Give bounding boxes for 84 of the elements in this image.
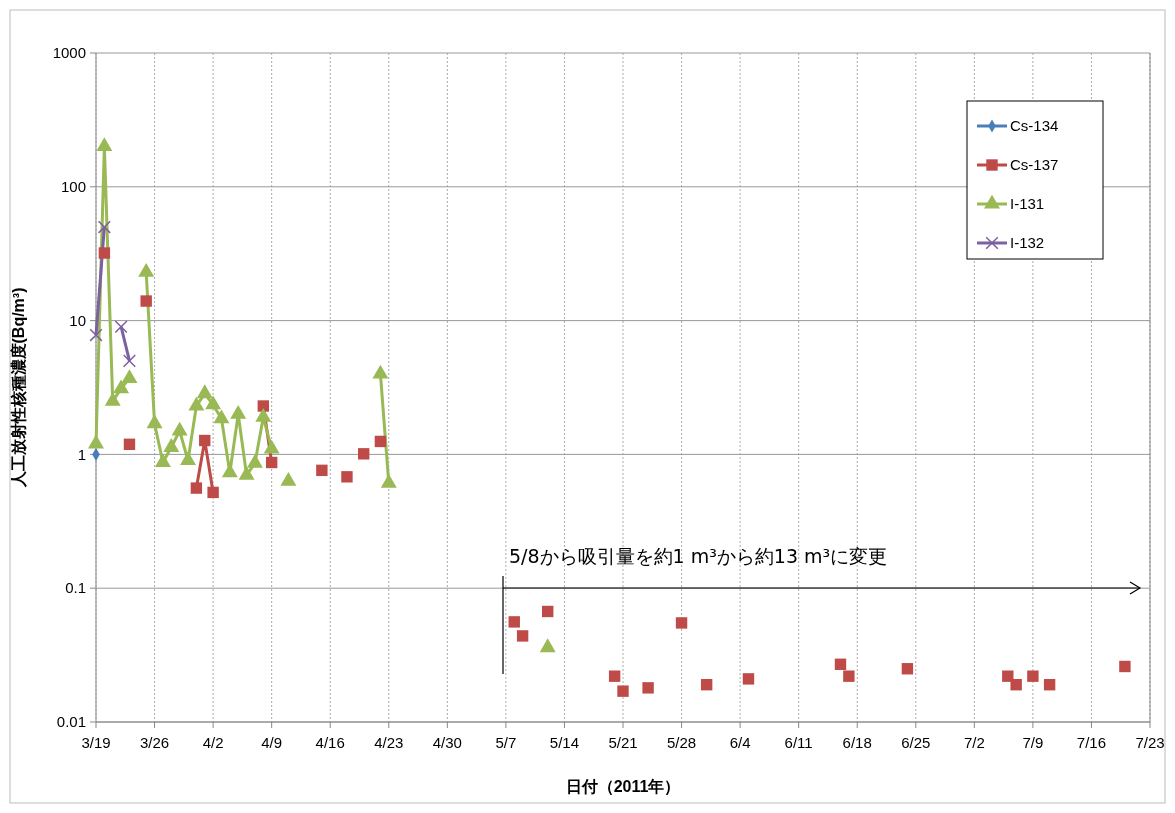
point — [207, 486, 219, 499]
point — [196, 384, 213, 399]
point — [642, 682, 654, 694]
point — [188, 396, 205, 411]
point — [1043, 679, 1056, 691]
legend-label: I-131 — [1010, 195, 1045, 213]
point — [341, 471, 353, 483]
x-tick-label: 7/16 — [1076, 734, 1107, 751]
x-tick-label: 4/2 — [202, 734, 224, 751]
point — [88, 434, 104, 449]
point — [89, 328, 103, 342]
x-tick-label: 5/14 — [549, 734, 580, 751]
x-tick-label: 4/30 — [432, 734, 462, 751]
point — [617, 685, 629, 697]
point — [123, 438, 136, 450]
point — [280, 472, 297, 486]
point — [357, 448, 370, 460]
point — [316, 464, 328, 477]
point — [608, 670, 621, 682]
point — [171, 421, 188, 436]
point — [834, 658, 847, 670]
point — [121, 369, 138, 383]
point — [508, 616, 520, 628]
legend-label: Cs-134 — [1010, 117, 1059, 135]
x-tick-label: 6/18 — [842, 734, 872, 751]
x-tick-label: 3/19 — [81, 734, 111, 751]
point — [257, 400, 269, 412]
point — [1027, 670, 1039, 682]
point — [246, 453, 263, 468]
point — [542, 605, 554, 618]
point — [122, 354, 137, 368]
point — [374, 435, 387, 448]
x-tick-label: 4/9 — [261, 734, 283, 751]
point — [180, 451, 196, 466]
point — [199, 434, 211, 447]
point — [263, 439, 280, 454]
x-tick-label: 4/16 — [315, 734, 345, 751]
point — [205, 395, 222, 410]
point — [675, 617, 688, 629]
point — [742, 673, 755, 685]
point — [190, 482, 203, 494]
x-tick-label: 5/28 — [666, 734, 697, 751]
legend-label: Cs-137 — [1010, 156, 1059, 174]
y-tick-label: 100 — [60, 178, 86, 196]
point — [265, 456, 278, 469]
x-tick-label: 7/23 — [1135, 734, 1165, 751]
point — [1002, 670, 1014, 682]
point — [843, 670, 855, 682]
y-tick-label: 0.01 — [56, 713, 86, 731]
point — [901, 663, 914, 675]
x-tick-label: 4/23 — [374, 734, 404, 751]
point — [96, 137, 113, 152]
point — [213, 409, 230, 424]
x-tick-label: 6/25 — [901, 734, 931, 751]
x-tick-label: 3/26 — [139, 734, 170, 751]
y-tick-label: 1 — [77, 445, 86, 463]
x-tick-label: 6/11 — [784, 734, 813, 751]
point — [516, 630, 529, 642]
y-tick-label: 10 — [69, 311, 86, 329]
point — [154, 453, 171, 468]
point — [113, 379, 130, 394]
y-axis-title: 人工放射性核種濃度(Bq/m³) — [9, 287, 27, 489]
x-tick-label: 6/4 — [729, 734, 751, 751]
y-tick-label: 0.1 — [65, 579, 86, 597]
x-axis-title: 日付（2011年） — [565, 778, 681, 796]
point — [372, 364, 389, 379]
point — [230, 404, 247, 419]
y-tick-label: 1000 — [52, 44, 86, 62]
x-tick-label: 7/9 — [1022, 734, 1044, 751]
point — [146, 414, 163, 429]
point — [255, 407, 272, 422]
point — [539, 638, 556, 653]
point — [163, 438, 180, 452]
annotation: 5/8から吸引量を約1 m³から約13 m³に変更 — [509, 545, 888, 567]
point — [700, 679, 713, 691]
legend-label: I-132 — [1010, 234, 1045, 252]
point — [380, 473, 397, 488]
x-tick-label: 7/2 — [963, 734, 985, 751]
x-tick-label: 5/7 — [495, 734, 517, 751]
point — [238, 465, 255, 480]
point — [1119, 660, 1131, 673]
point — [138, 263, 155, 277]
x-tick-label: 5/21 — [608, 734, 638, 751]
point — [1010, 679, 1022, 691]
